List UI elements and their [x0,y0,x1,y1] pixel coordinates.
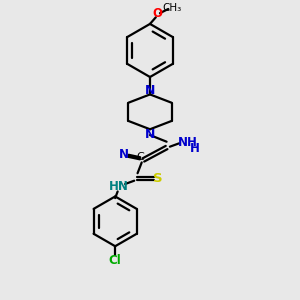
Text: N: N [145,84,155,97]
Text: S: S [154,172,163,185]
Text: C: C [136,152,144,162]
Text: CH₃: CH₃ [163,3,182,13]
Text: HN: HN [109,180,128,193]
Text: N: N [119,148,129,160]
Text: N: N [145,128,155,141]
Text: H: H [190,142,200,155]
Text: Cl: Cl [109,254,122,267]
Text: NH: NH [177,136,197,149]
Text: O: O [152,8,163,20]
